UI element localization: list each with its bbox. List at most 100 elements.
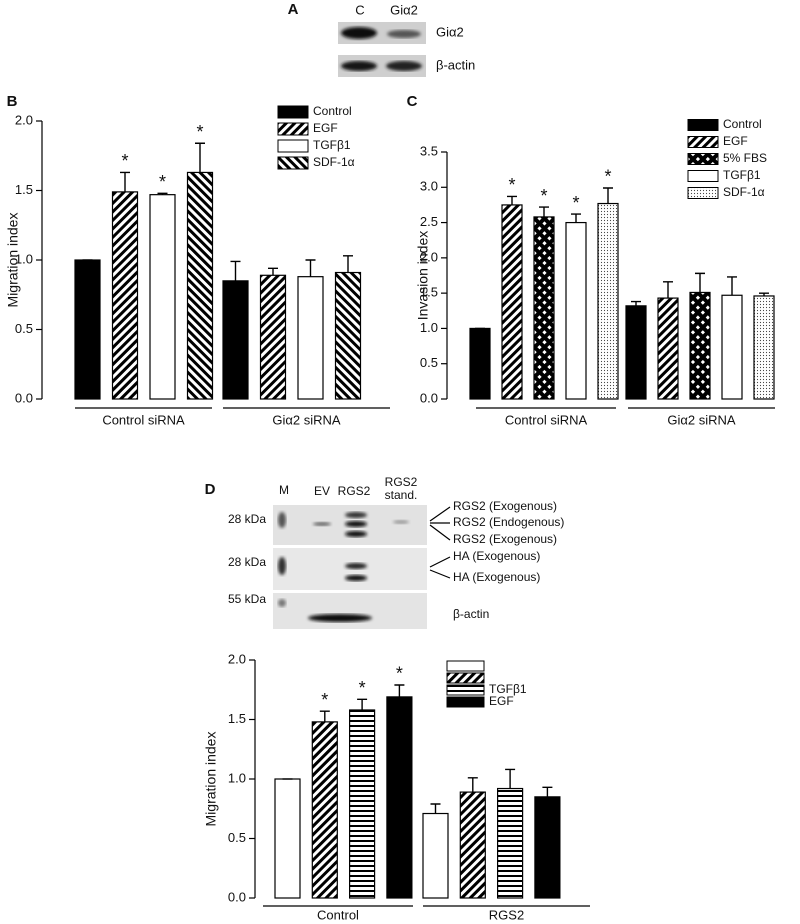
band [313, 522, 331, 526]
band [278, 599, 286, 607]
y-axis-label: Migration index [5, 213, 21, 308]
marker-label: 28 kDa [228, 555, 266, 569]
band-label: RGS2 (Endogenous) [453, 515, 564, 529]
y-tick-label: 2.0 [15, 112, 33, 127]
y-tick-label: 1.0 [228, 770, 246, 785]
significance: * [321, 690, 328, 710]
blot-a: A C Giα2 Giα2 β-actin [288, 1, 475, 77]
error-bar [539, 206, 549, 217]
y-tick-label: 3.5 [420, 143, 438, 158]
legend-swatch [277, 105, 309, 119]
legend-swatch [687, 119, 719, 131]
legend-swatch [277, 156, 309, 170]
bar [259, 274, 287, 400]
bar [753, 295, 775, 400]
y-tick-label: 1.5 [228, 711, 246, 726]
y-tick-label: 0.0 [228, 889, 246, 904]
significance: * [396, 664, 403, 684]
bar [469, 327, 491, 400]
significance: * [121, 151, 128, 171]
significance: * [572, 193, 579, 213]
bar [459, 791, 486, 899]
panel-label: A [288, 1, 299, 18]
error-bar [357, 698, 368, 710]
x-tick-label: Control siRNA [102, 412, 185, 427]
error-bar [542, 786, 553, 797]
band-label: RGS2 (Exogenous) [453, 499, 557, 513]
band [345, 512, 367, 518]
bar [297, 276, 324, 400]
marker-label: 55 kDa [228, 592, 266, 606]
bar [497, 787, 524, 899]
legend-label: EGF [313, 121, 338, 135]
significance: * [359, 678, 366, 698]
legend-label: SDF-1α [313, 155, 355, 169]
y-tick-label: 2.5 [420, 214, 438, 229]
error-bar [727, 276, 737, 296]
legend-swatch [446, 684, 485, 696]
significance: * [159, 172, 166, 192]
bar [186, 171, 214, 400]
y-tick-label: 0.0 [420, 390, 438, 405]
panel-label: C [407, 93, 418, 110]
legend-swatch [687, 153, 719, 165]
band [278, 512, 286, 528]
lane-label: C [355, 2, 364, 17]
error-bar [430, 803, 441, 814]
y-tick-label: 0.0 [15, 390, 33, 405]
bar [349, 709, 376, 899]
lane-label: RGS2 [385, 475, 418, 489]
legend-swatch [687, 170, 719, 182]
bar [501, 204, 523, 400]
y-tick-label: 1.0 [15, 251, 33, 266]
error-bar [467, 777, 478, 793]
legend-swatch [277, 139, 309, 153]
y-tick-label: 0.5 [228, 830, 246, 845]
band [308, 614, 372, 622]
lane-label: stand. [385, 488, 418, 502]
band [345, 563, 367, 569]
marker-label: 28 kDa [228, 512, 266, 526]
blot-d: D M EV RGS2 RGS2 stand. 28 kDa 28 kDa 55… [205, 475, 564, 629]
legend-label: EGF [489, 694, 514, 708]
bar [721, 294, 743, 400]
legend-label: TGFβ1 [313, 138, 351, 152]
bar [565, 221, 587, 400]
significance: * [540, 186, 547, 206]
y-tick-label: 1.0 [420, 320, 438, 335]
legend-swatch [687, 187, 719, 199]
panel-label: B [7, 93, 18, 110]
legend-swatch [687, 136, 719, 148]
significance: * [196, 122, 203, 142]
panel-label: D [205, 481, 216, 498]
bar [74, 259, 101, 400]
y-tick-label: 0.5 [15, 321, 33, 336]
error-bar [505, 768, 516, 789]
lane-label: EV [314, 484, 330, 498]
error-bar [195, 142, 205, 173]
bar [534, 796, 561, 899]
error-bar [268, 267, 278, 276]
error-bar [343, 255, 353, 273]
bar [311, 721, 338, 899]
x-tick-label: Giα2 siRNA [272, 412, 341, 427]
bar [689, 291, 711, 400]
blot-strip [338, 55, 426, 77]
legend-label: Control [313, 104, 352, 118]
bar [386, 696, 413, 899]
band-label: β-actin [453, 607, 489, 621]
lane-label: RGS2 [338, 484, 371, 498]
significance: * [508, 175, 515, 195]
x-tick-label: RGS2 [489, 907, 524, 922]
legend-label: TGFβ1 [489, 682, 527, 696]
error-bar [120, 171, 130, 192]
band-label: HA (Exogenous) [453, 549, 540, 563]
bar [222, 280, 249, 400]
lane-label: M [279, 483, 289, 497]
legend-swatch [446, 672, 485, 684]
bar [657, 297, 679, 400]
band-pointer [429, 506, 451, 579]
lane-label: Giα2 [390, 2, 418, 17]
error-bar [507, 195, 517, 205]
